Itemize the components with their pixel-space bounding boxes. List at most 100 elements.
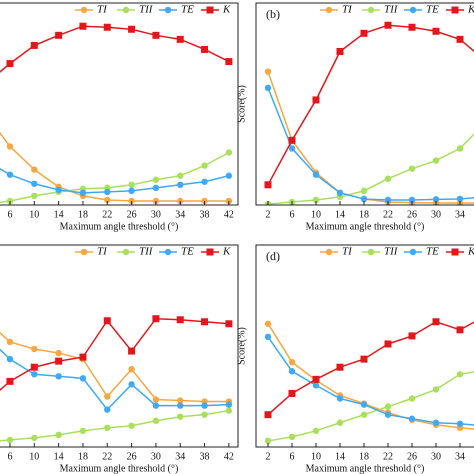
marker xyxy=(128,181,135,188)
x-tick-label: 14 xyxy=(335,451,345,462)
marker xyxy=(103,317,111,325)
plot-frame xyxy=(0,2,239,206)
x-tick-label: 30 xyxy=(151,209,161,220)
marker xyxy=(79,375,87,382)
marker xyxy=(456,145,464,152)
legend-marker xyxy=(206,248,214,256)
marker xyxy=(288,145,296,152)
legend-label: K xyxy=(222,246,231,258)
marker xyxy=(6,355,14,363)
marker xyxy=(103,23,111,31)
marker xyxy=(264,320,272,327)
legend-label: TI xyxy=(342,246,353,258)
marker xyxy=(456,326,464,334)
marker xyxy=(432,27,440,35)
marker xyxy=(128,366,135,373)
marker xyxy=(264,333,272,341)
x-axis-label: Maximum angle threshold (°) xyxy=(60,221,179,232)
marker xyxy=(31,345,38,353)
x-tick-label: 6 xyxy=(290,209,295,220)
legend-marker xyxy=(80,248,88,256)
x-tick-label: 38 xyxy=(200,451,210,462)
x-tick-label: 18 xyxy=(359,451,369,462)
marker xyxy=(225,172,233,179)
marker xyxy=(6,143,14,150)
x-tick-label: 22 xyxy=(383,451,393,462)
marker xyxy=(79,189,87,197)
panel-label: (b) xyxy=(266,7,280,21)
marker xyxy=(312,196,320,204)
x-tick-label: 2 xyxy=(266,209,271,220)
marker xyxy=(225,197,233,205)
marker xyxy=(30,363,38,371)
legend-marker xyxy=(409,6,417,14)
marker xyxy=(360,195,368,203)
x-tick-label: 22 xyxy=(102,209,112,220)
series-line xyxy=(0,331,229,403)
marker xyxy=(30,41,38,49)
legend-label: K xyxy=(467,4,474,16)
marker xyxy=(177,181,184,188)
legend-label: TE xyxy=(181,4,194,16)
marker xyxy=(6,436,14,444)
marker xyxy=(336,47,344,55)
marker xyxy=(360,29,368,37)
marker xyxy=(264,181,272,189)
legend-label: K xyxy=(467,246,474,258)
marker xyxy=(128,347,136,355)
marker xyxy=(432,419,440,426)
legend-marker xyxy=(409,248,417,256)
x-tick-label: 34 xyxy=(455,209,465,220)
series-line xyxy=(267,336,474,426)
marker xyxy=(201,411,208,418)
y-axis-label: Score(%) xyxy=(236,85,247,123)
plot-area xyxy=(264,318,474,445)
marker xyxy=(225,149,233,156)
marker xyxy=(128,25,136,33)
marker xyxy=(408,165,416,172)
marker xyxy=(336,363,344,371)
plot-area xyxy=(0,22,233,205)
marker xyxy=(408,23,416,31)
marker xyxy=(432,386,440,393)
y-axis-label: Score(%) xyxy=(236,327,247,365)
x-tick-label: 34 xyxy=(455,451,465,462)
marker xyxy=(152,176,160,183)
marker xyxy=(177,197,184,205)
marker xyxy=(264,84,272,92)
x-tick-label: 30 xyxy=(151,451,161,462)
plot-area xyxy=(264,21,474,205)
marker xyxy=(201,197,208,205)
marker xyxy=(176,35,184,43)
marker xyxy=(264,68,272,75)
marker xyxy=(55,349,62,357)
marker xyxy=(6,197,14,205)
marker xyxy=(225,58,233,66)
x-axis-label: Maximum angle threshold (°) xyxy=(306,463,425,474)
series-line xyxy=(267,371,474,442)
marker xyxy=(104,196,111,204)
marker xyxy=(128,187,135,195)
x-axis-label: Maximum angle threshold (°) xyxy=(60,463,179,474)
marker xyxy=(152,315,160,323)
marker xyxy=(456,35,464,43)
legend-label: TI xyxy=(97,246,108,258)
marker xyxy=(201,318,209,326)
series-line xyxy=(267,24,474,186)
x-tick-label: 26 xyxy=(127,209,137,220)
x-tick-label: 6 xyxy=(7,209,12,220)
marker xyxy=(6,377,14,385)
series-line xyxy=(267,320,474,416)
marker xyxy=(55,31,63,39)
marker xyxy=(31,166,38,173)
x-tick-label: 10 xyxy=(29,451,39,462)
legend-label: TII xyxy=(139,4,154,16)
x-tick-label: 10 xyxy=(29,209,39,220)
x-axis-label: Maximum angle threshold (°) xyxy=(306,221,425,232)
legend-marker xyxy=(367,6,375,14)
marker xyxy=(288,389,296,397)
legend-label: TE xyxy=(181,246,194,258)
marker xyxy=(152,402,160,409)
marker xyxy=(152,396,160,403)
series-line xyxy=(0,317,229,392)
